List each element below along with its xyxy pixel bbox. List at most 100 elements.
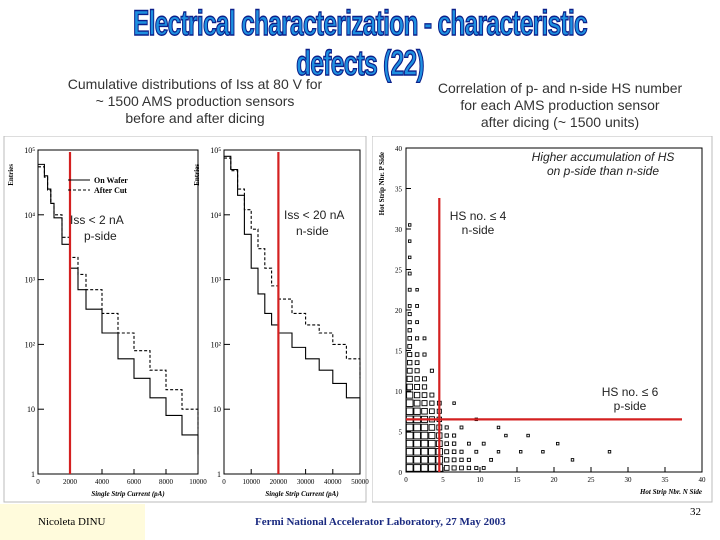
series-line-after-cut — [224, 157, 361, 379]
scatter-box — [413, 447, 421, 456]
p-side-histogram: 1 10 10² 10³ 10⁴ 10⁵ 0 2000 4000 6000 8000 10000 Sin… — [7, 146, 207, 498]
x-tick-label: 10000 — [189, 478, 207, 486]
scatter-box — [406, 367, 413, 374]
scatter-box — [408, 239, 412, 243]
scatter-box — [414, 360, 420, 366]
scatter-box — [429, 392, 435, 398]
hs-p-side-label: p-side — [613, 399, 647, 413]
y-tick-label: 10² — [211, 340, 222, 349]
x-tick-label: 25 — [588, 476, 596, 484]
scatter-box — [421, 407, 428, 415]
scatter-box — [407, 320, 412, 325]
scatter-box — [413, 456, 421, 464]
scatter-box — [405, 407, 414, 416]
hs-p-side-note: HS no. ≤ 6 p-side — [590, 385, 670, 413]
x-tick-label: 8000 — [159, 478, 174, 486]
scatter-box — [414, 352, 420, 357]
y-tick-label: 10⁴ — [210, 211, 221, 220]
x-tick-label: 2000 — [63, 478, 78, 486]
y-axis-label: Entries — [193, 164, 201, 186]
left-caption-line1: Cumulative distributions of Iss at 80 V … — [30, 76, 360, 93]
scatter-box — [607, 450, 612, 454]
scatter-box — [413, 423, 421, 432]
legend-label: On Wafer — [94, 176, 128, 185]
scatter-box — [414, 368, 420, 374]
scatter-box — [420, 439, 429, 448]
scatter-box — [428, 439, 436, 448]
series-line-after-cut — [38, 166, 199, 429]
scatter-box — [407, 271, 412, 276]
scatter-box — [405, 423, 414, 432]
scatter-box — [420, 447, 429, 456]
scatter-box — [474, 449, 479, 454]
x-tick-label: 4000 — [95, 478, 110, 486]
x-axis-label: Single Strip Current (pA) — [265, 490, 338, 498]
scatter-box — [459, 465, 464, 471]
scatter-box — [474, 465, 479, 470]
scatter-box — [406, 383, 413, 391]
y-tick-label: 10 — [213, 405, 221, 414]
scatter-panel: 0 5 10 15 20 25 30 35 40 0 5 10 15 20 25 30 35 40 Hot Stri… — [372, 136, 713, 503]
scatter-box — [428, 447, 436, 456]
scatter-box — [408, 223, 412, 227]
scatter-box — [421, 392, 428, 398]
scatter-box — [408, 255, 412, 260]
scatter-box — [407, 344, 413, 349]
histogram-panel-frame — [3, 136, 367, 503]
scatter-box — [413, 407, 421, 415]
right-caption-line1: Correlation of p- and n-side HS number — [437, 80, 683, 96]
x-tick-label: 30 — [625, 476, 633, 484]
x-tick-label: 0 — [222, 478, 226, 486]
scatter-box — [451, 441, 457, 446]
scatter-box — [541, 450, 545, 454]
scatter-box — [489, 457, 493, 462]
scatter-box — [414, 384, 421, 390]
scatter-box — [414, 376, 420, 382]
scatter-box — [405, 447, 414, 456]
scatter-box — [405, 464, 414, 472]
n-side-label: n-side — [296, 224, 329, 238]
y-axis-label: Hot Strip Nbr. P Side — [378, 152, 386, 215]
hot-strip-scatter: 0 5 10 15 20 25 30 35 40 0 5 10 15 20 25 30 35 40 Hot Stri… — [378, 145, 706, 496]
scatter-box — [555, 441, 560, 446]
x-tick-label: 50000 — [351, 478, 369, 486]
scatter-box — [413, 439, 421, 448]
y-tick-label: 20 — [395, 307, 403, 315]
higher-accumulation-line2: on p-side than n-side — [546, 164, 660, 178]
scatter-box — [413, 391, 421, 399]
y-tick-label: 10 — [395, 388, 403, 396]
y-tick-label: 15 — [395, 348, 403, 356]
x-tick-label: 10000 — [242, 478, 260, 486]
page-number: 32 — [690, 506, 701, 518]
y-tick-label: 5 — [399, 429, 403, 437]
scatter-box — [420, 464, 429, 472]
hs-n-side-note: HS no. ≤ 4 n-side — [438, 209, 518, 237]
scatter-box — [429, 400, 435, 406]
scatter-box — [466, 465, 472, 471]
x-tick-label: 6000 — [127, 478, 142, 486]
scatter-box — [415, 336, 420, 341]
footer-venue: Fermi National Accelerator Laboratory, 2… — [255, 516, 506, 528]
scatter-box — [406, 375, 413, 382]
x-tick-label: 20 — [551, 476, 559, 484]
scatter-box — [405, 399, 414, 407]
scatter-box — [428, 456, 436, 464]
x-axis-label: Hot Strip Nbr. N Side — [639, 488, 702, 496]
scatter-box — [496, 450, 501, 454]
x-tick-label: 20000 — [270, 478, 288, 486]
x-tick-label: 0 — [36, 478, 40, 486]
scatter-box — [459, 449, 464, 454]
scatter-box — [459, 425, 464, 430]
left-caption-line3: before and after dicing — [125, 110, 265, 126]
right-caption: Correlation of p- and n-side HS number f… — [395, 80, 720, 131]
y-tick-label: 1 — [31, 470, 35, 479]
scatter-box — [405, 431, 414, 440]
scatter-box — [420, 431, 429, 440]
x-axis-label: Single Strip Current (pA) — [91, 490, 164, 498]
y-tick-label: 10² — [25, 340, 36, 349]
x-tick-label: 5 — [441, 476, 445, 484]
scatter-box — [443, 465, 450, 471]
x-tick-label: 40000 — [324, 478, 342, 486]
scatter-box — [451, 465, 457, 471]
